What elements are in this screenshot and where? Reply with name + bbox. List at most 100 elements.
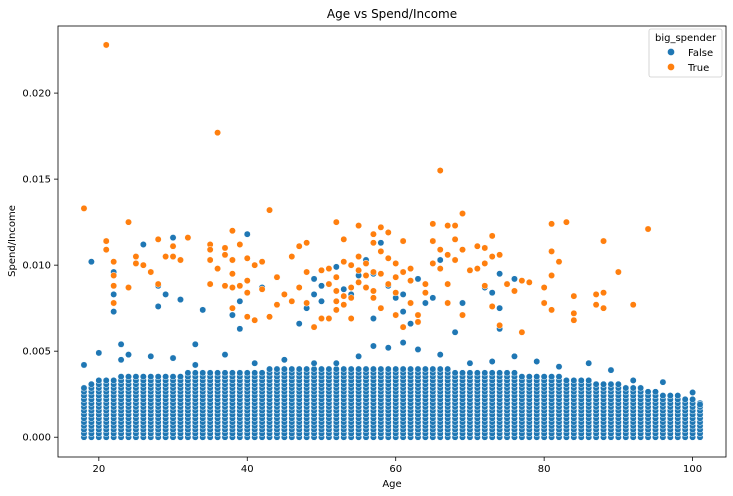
data-point xyxy=(206,256,214,264)
data-point xyxy=(570,376,578,384)
data-point xyxy=(332,365,340,373)
data-point xyxy=(169,373,177,381)
data-point xyxy=(384,229,392,236)
data-point xyxy=(384,254,392,262)
data-point xyxy=(629,376,637,384)
data-point xyxy=(429,365,437,373)
data-point xyxy=(154,235,162,243)
data-point xyxy=(377,223,385,231)
data-point xyxy=(340,292,348,300)
data-point xyxy=(266,206,273,214)
data-point xyxy=(614,268,622,276)
data-point xyxy=(451,369,459,377)
data-point xyxy=(399,323,407,331)
data-point xyxy=(481,369,489,377)
data-point xyxy=(236,241,244,248)
data-point xyxy=(288,365,296,373)
data-point xyxy=(600,380,607,388)
data-point xyxy=(436,246,444,254)
data-point xyxy=(414,311,422,319)
data-point xyxy=(318,282,325,290)
data-point xyxy=(110,376,118,384)
data-point xyxy=(399,339,407,347)
data-point xyxy=(496,251,504,259)
data-point xyxy=(503,369,511,377)
data-point xyxy=(184,234,192,242)
data-point xyxy=(392,259,400,267)
data-point xyxy=(177,256,184,264)
data-point xyxy=(459,369,466,377)
data-point xyxy=(288,297,296,305)
y-tick-label: 0.000 xyxy=(22,433,51,444)
data-point xyxy=(451,235,459,243)
legend-title: big_spender xyxy=(655,33,717,44)
data-point xyxy=(600,304,607,312)
data-point xyxy=(429,237,437,245)
data-point xyxy=(110,258,118,266)
data-point xyxy=(318,365,325,373)
data-point xyxy=(414,365,422,373)
data-point xyxy=(600,237,607,245)
data-point xyxy=(303,299,311,307)
data-point xyxy=(280,356,288,364)
data-point xyxy=(110,290,118,298)
data-point xyxy=(384,280,392,288)
data-point xyxy=(332,297,340,305)
data-point xyxy=(169,354,177,362)
data-point xyxy=(377,270,385,278)
data-point xyxy=(340,285,348,293)
data-point xyxy=(221,369,229,377)
data-point xyxy=(548,306,556,314)
data-point xyxy=(674,392,682,400)
data-point xyxy=(637,384,645,392)
data-point xyxy=(340,301,348,309)
data-point xyxy=(399,308,407,316)
data-point xyxy=(436,167,444,174)
data-point xyxy=(132,253,140,260)
data-point xyxy=(540,284,548,291)
data-point xyxy=(325,315,333,322)
data-point xyxy=(251,369,259,377)
data-point xyxy=(310,323,318,331)
data-point xyxy=(80,361,88,369)
data-point xyxy=(347,365,355,373)
legend: big_spender False True xyxy=(648,28,723,78)
data-point xyxy=(266,313,273,321)
data-point xyxy=(228,227,236,235)
data-point xyxy=(696,401,704,408)
data-point xyxy=(548,247,556,255)
data-point xyxy=(125,284,132,291)
data-point xyxy=(399,237,407,245)
data-point xyxy=(162,290,170,298)
data-point xyxy=(392,289,400,297)
chart-title: Age vs Spend/Income xyxy=(327,7,457,21)
data-point xyxy=(600,289,607,297)
data-point xyxy=(347,261,355,269)
data-point xyxy=(592,380,600,388)
data-point xyxy=(362,259,370,267)
data-point xyxy=(125,373,132,381)
data-point xyxy=(399,365,407,373)
data-point xyxy=(310,290,318,298)
data-point xyxy=(132,259,140,267)
data-point xyxy=(369,287,377,295)
data-point xyxy=(570,316,578,324)
data-point xyxy=(303,365,311,373)
data-point xyxy=(332,359,340,367)
data-point xyxy=(436,256,444,264)
data-point xyxy=(555,373,563,381)
data-point xyxy=(102,376,110,384)
data-point xyxy=(525,278,533,286)
data-point xyxy=(421,289,429,297)
data-point xyxy=(659,392,667,400)
data-point xyxy=(548,373,556,381)
data-point xyxy=(295,320,303,328)
data-point xyxy=(459,210,466,217)
data-point xyxy=(369,230,377,238)
data-point xyxy=(184,369,192,377)
data-point xyxy=(340,258,348,266)
data-point xyxy=(243,277,251,285)
data-point xyxy=(436,351,444,359)
data-point xyxy=(87,258,95,266)
data-point xyxy=(332,263,340,271)
